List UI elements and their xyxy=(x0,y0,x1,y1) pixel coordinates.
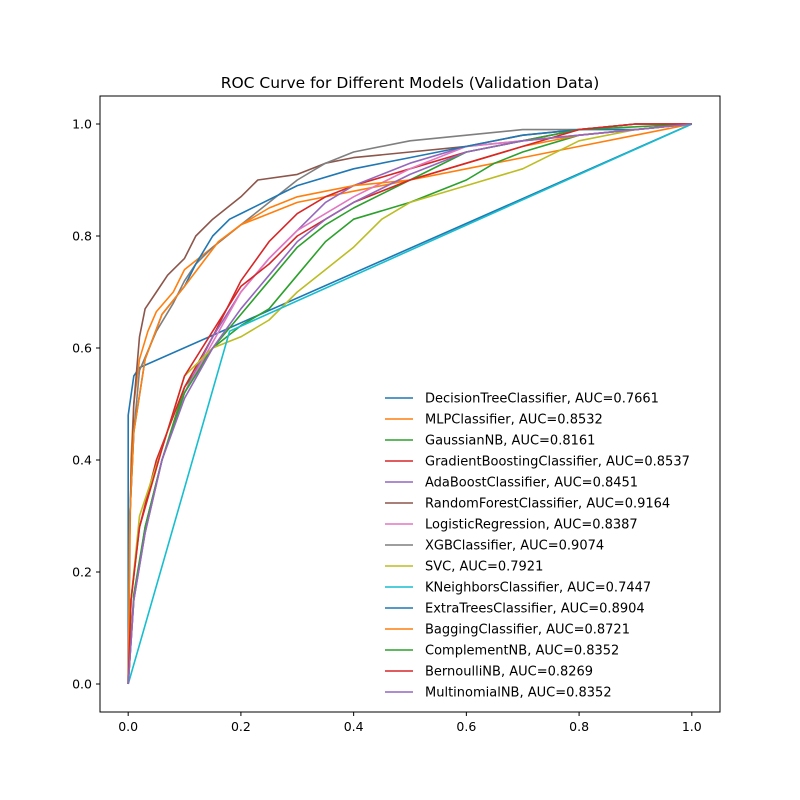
y-tick-label: 0.0 xyxy=(72,677,92,692)
plot-frame xyxy=(99,95,721,713)
y-tick-label: 0.6 xyxy=(72,341,92,356)
x-tick-label: 0.2 xyxy=(231,719,251,734)
x-tick-label: 0.8 xyxy=(569,719,589,734)
y-axis-ticks: 0.0 0.2 0.4 0.6 0.8 1.0 xyxy=(72,117,100,692)
curves-group xyxy=(127,123,693,685)
y-tick-label: 0.8 xyxy=(72,229,92,244)
chart-title: ROC Curve for Different Models (Validati… xyxy=(221,74,600,92)
roc-curve-14 xyxy=(127,123,692,685)
legend-label: BernoulliNB, AUC=0.8269 xyxy=(425,665,593,680)
roc-curve-8 xyxy=(127,123,692,685)
roc-curve-10 xyxy=(127,123,693,685)
legend-label: ComplementNB, AUC=0.8352 xyxy=(425,644,619,659)
y-tick-label: 0.4 xyxy=(72,453,92,468)
legend-label: GaussianNB, AUC=0.8161 xyxy=(425,434,595,449)
y-tick-label: 0.2 xyxy=(72,565,92,580)
legend-label: KNeighborsClassifier, AUC=0.7447 xyxy=(425,581,651,596)
legend-label: XGBClassifier, AUC=0.9074 xyxy=(425,539,604,554)
x-tick-label: 0.0 xyxy=(118,719,138,734)
x-axis-ticks: 0.0 0.2 0.4 0.6 0.8 1.0 xyxy=(118,712,702,734)
roc-curve-15 xyxy=(127,123,692,685)
legend-label: DecisionTreeClassifier, AUC=0.7661 xyxy=(425,392,659,407)
legend-label: MultinomialNB, AUC=0.8352 xyxy=(425,686,612,701)
roc-curve-1 xyxy=(127,123,693,684)
legend: DecisionTreeClassifier, AUC=0.7661 MLPCla… xyxy=(385,392,690,701)
legend-label: SVC, AUC=0.7921 xyxy=(425,560,543,575)
x-tick-label: 1.0 xyxy=(682,719,702,734)
x-tick-label: 0.6 xyxy=(456,719,476,734)
legend-label: GradientBoostingClassifier, AUC=0.8537 xyxy=(425,455,690,470)
legend-label: ExtraTreesClassifier, AUC=0.8904 xyxy=(425,602,645,617)
x-tick-label: 0.4 xyxy=(344,719,364,734)
legend-label: BaggingClassifier, AUC=0.8721 xyxy=(425,623,630,638)
legend-label: LogisticRegression, AUC=0.8387 xyxy=(425,518,638,533)
y-tick-label: 1.0 xyxy=(72,117,92,132)
legend-label: AdaBoostClassifier, AUC=0.8451 xyxy=(425,476,638,491)
legend-label: RandomForestClassifier, AUC=0.9164 xyxy=(425,497,670,512)
legend-label: MLPClassifier, AUC=0.8532 xyxy=(425,413,603,428)
